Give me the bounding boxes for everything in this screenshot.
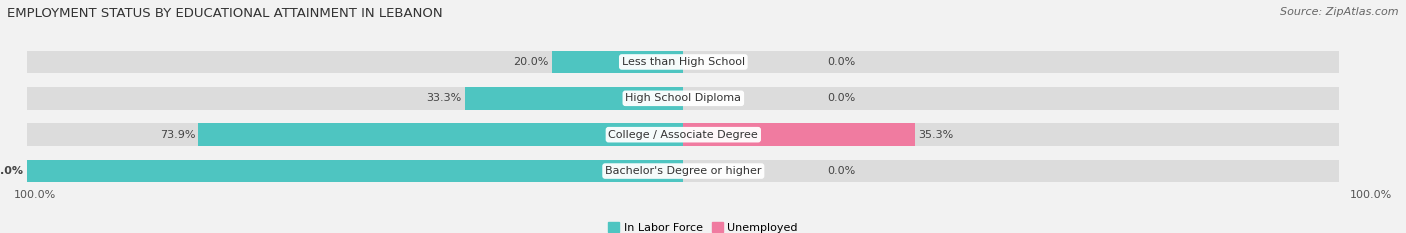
Text: Bachelor's Degree or higher: Bachelor's Degree or higher	[605, 166, 762, 176]
Bar	[27, 87, 683, 110]
Text: College / Associate Degree: College / Associate Degree	[609, 130, 758, 140]
Bar	[465, 87, 683, 110]
Text: 100.0%: 100.0%	[1350, 190, 1392, 200]
Text: 33.3%: 33.3%	[426, 93, 461, 103]
Bar	[27, 160, 683, 182]
Text: High School Diploma: High School Diploma	[626, 93, 741, 103]
Bar	[683, 160, 1340, 182]
Bar	[27, 160, 683, 182]
Text: 73.9%: 73.9%	[160, 130, 195, 140]
Legend: In Labor Force, Unemployed: In Labor Force, Unemployed	[603, 218, 803, 233]
Text: 0.0%: 0.0%	[828, 57, 856, 67]
Bar	[683, 87, 1340, 110]
Bar	[553, 51, 683, 73]
Text: 100.0%: 100.0%	[0, 166, 24, 176]
Bar	[683, 123, 915, 146]
Text: Source: ZipAtlas.com: Source: ZipAtlas.com	[1281, 7, 1399, 17]
Bar	[198, 123, 683, 146]
Text: 0.0%: 0.0%	[828, 93, 856, 103]
Bar	[683, 123, 1340, 146]
Text: 0.0%: 0.0%	[828, 166, 856, 176]
Text: EMPLOYMENT STATUS BY EDUCATIONAL ATTAINMENT IN LEBANON: EMPLOYMENT STATUS BY EDUCATIONAL ATTAINM…	[7, 7, 443, 20]
Text: 20.0%: 20.0%	[513, 57, 548, 67]
Text: Less than High School: Less than High School	[621, 57, 745, 67]
Bar	[27, 51, 683, 73]
Bar	[683, 51, 1340, 73]
Text: 35.3%: 35.3%	[918, 130, 953, 140]
Text: 100.0%: 100.0%	[14, 190, 56, 200]
Bar	[27, 123, 683, 146]
